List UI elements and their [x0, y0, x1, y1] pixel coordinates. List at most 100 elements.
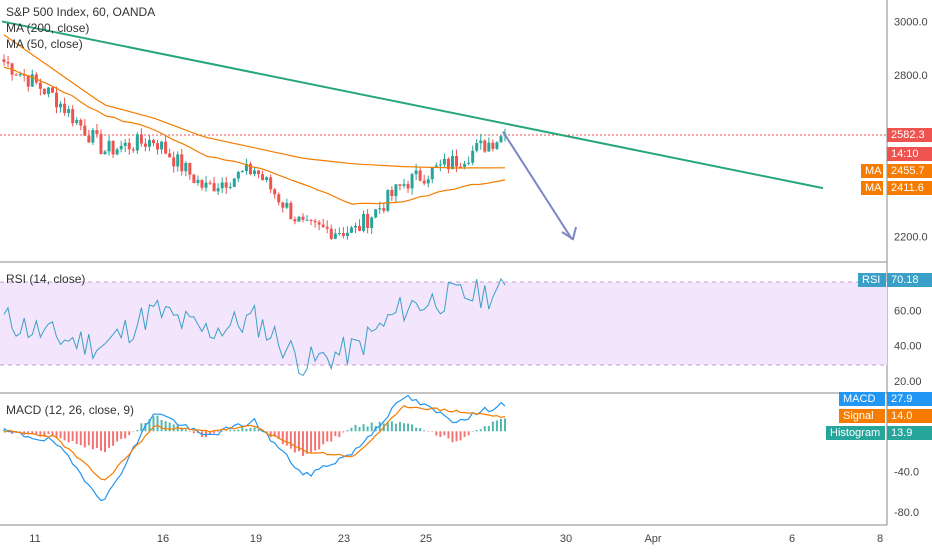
- candle-body: [208, 182, 212, 184]
- macd-histogram-bar: [75, 431, 78, 444]
- candle-body: [491, 142, 495, 149]
- ma50-tag-label: MA: [861, 181, 883, 195]
- macd-histogram-bar: [423, 430, 426, 432]
- macd-histogram-bar: [253, 427, 256, 432]
- candle-body: [224, 182, 228, 188]
- rsi-line: [3, 277, 506, 377]
- candle-body: [103, 151, 107, 155]
- macd-histogram-bar: [104, 431, 107, 453]
- macd-line: [3, 394, 506, 502]
- macd-tick-label: -40.0: [894, 467, 919, 479]
- candle-body: [317, 222, 321, 225]
- candle-body: [354, 225, 358, 228]
- candle-body: [6, 61, 10, 64]
- candle-body: [253, 170, 256, 175]
- price-tick-label: 3000.0: [894, 16, 928, 28]
- macd-histogram-bar: [326, 431, 329, 442]
- macd-histogram-bar: [342, 431, 345, 433]
- macd-histogram-bar: [213, 431, 216, 434]
- candle-body: [184, 162, 188, 172]
- axes-group: 3000.02800.02200.060.0040.0020.000.0-40.…: [29, 16, 927, 545]
- candle-body: [450, 156, 454, 170]
- candle-body: [459, 166, 463, 168]
- macd-tag-value: 27.9: [887, 392, 932, 406]
- macd-histogram-bar: [402, 423, 405, 432]
- ma50-line: [3, 66, 506, 205]
- symbol-title: S&P 500 Index, 60, OANDA: [6, 5, 156, 19]
- candle-body: [325, 226, 329, 229]
- candle-body: [168, 153, 172, 158]
- candle-body: [257, 170, 261, 175]
- macd-histogram-bar: [289, 431, 292, 449]
- macd-histogram-bar: [19, 431, 22, 432]
- macd-histogram-bar: [386, 421, 389, 432]
- candle-body: [309, 219, 313, 221]
- candle-body: [394, 184, 398, 197]
- candle-body: [196, 179, 200, 183]
- macd-histogram-bar: [192, 431, 195, 434]
- macd-histogram-bar: [108, 431, 111, 448]
- candle-body: [55, 92, 59, 108]
- candle-body: [111, 140, 115, 155]
- macd-histogram-bar: [217, 431, 220, 432]
- ma50-tag-value: 2411.6: [887, 181, 932, 195]
- candle-body: [59, 103, 63, 108]
- candle-body: [107, 140, 111, 152]
- candle-body: [402, 184, 406, 186]
- macd-histogram-bar: [471, 430, 474, 432]
- macd-histogram-bar: [318, 431, 321, 450]
- annotations-group: [1, 20, 824, 241]
- macd-legend: MACD (12, 26, close, 9): [6, 402, 134, 418]
- candle-body: [483, 140, 487, 152]
- signal-line: [3, 404, 506, 481]
- candle-body: [228, 186, 232, 188]
- candle-body: [285, 202, 289, 208]
- macd-histogram-bar: [120, 431, 123, 440]
- candle-body: [143, 143, 147, 147]
- last-price-tag: 2582.3: [887, 128, 932, 142]
- macd-histogram-bar: [301, 431, 304, 456]
- macd-histogram-bar: [322, 431, 325, 445]
- macd-label: MACD (12, 26, close, 9): [6, 403, 135, 417]
- candle-body: [374, 209, 378, 218]
- macd-histogram-bar: [310, 431, 313, 453]
- candle-body: [289, 202, 293, 220]
- candle-body: [139, 134, 143, 144]
- macd-histogram-bar: [487, 425, 490, 432]
- macd-histogram-bar: [431, 431, 434, 432]
- macd-histogram-bar: [63, 431, 66, 441]
- macd-histogram-bar: [491, 421, 494, 432]
- candle-body: [467, 162, 471, 164]
- macd-histogram-bar: [55, 431, 58, 439]
- signal-tag-label: Signal: [839, 409, 885, 423]
- macd-histogram-bar: [51, 431, 54, 437]
- candle-body: [329, 228, 333, 239]
- candle-body: [410, 174, 414, 189]
- rsi-tick-label: 20.00: [894, 376, 922, 388]
- macd-histogram-bar: [467, 431, 470, 436]
- candle-body: [418, 170, 422, 181]
- candle-body: [46, 87, 50, 95]
- candle-body: [91, 130, 95, 143]
- signal-tag-value: 14.0: [887, 409, 932, 423]
- time-tick-label: 11: [29, 533, 40, 545]
- macd-histogram-bar: [27, 431, 30, 435]
- macd-histogram-bar: [370, 422, 373, 432]
- macd-histogram-bar: [277, 431, 280, 440]
- macd-histogram-bar: [35, 431, 38, 435]
- candle-body: [160, 141, 164, 150]
- candle-body: [63, 103, 67, 113]
- candle-body: [71, 109, 75, 124]
- candle-body: [345, 232, 349, 236]
- macd-histogram-bar: [281, 431, 284, 445]
- macd-histogram-bar: [148, 419, 151, 432]
- candle-body: [471, 150, 475, 163]
- rsi-tag-value: 70.18: [887, 273, 932, 287]
- time-tick-label: 19: [250, 533, 262, 545]
- candle-body: [434, 165, 438, 168]
- forecast-arrow: [502, 131, 573, 240]
- macd-histogram-bar: [479, 429, 482, 432]
- histogram-tag-label: Histogram: [826, 426, 885, 440]
